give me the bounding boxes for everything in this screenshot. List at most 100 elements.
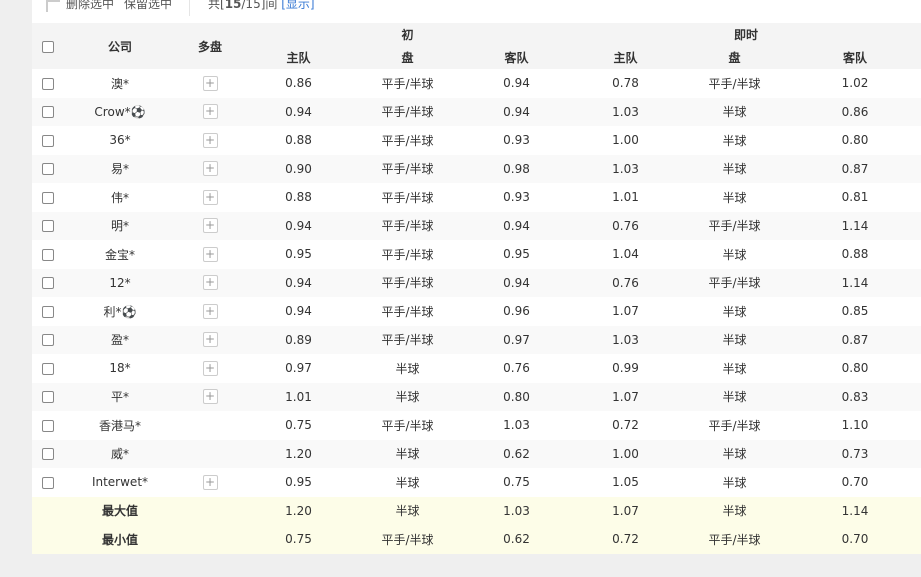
row-checkbox[interactable] [42,220,54,233]
table-row: 澳* +0.86 平手/半球 0.94 0.78 平手/半球 1.02 [32,69,921,98]
toolbar: 删除选中 保留选中 共[15/15]间 [显示] [32,0,921,23]
count-shown: 15 [224,0,242,11]
multi-cell [176,440,244,469]
company-name: 伟* [110,190,129,205]
row-checkbox[interactable] [42,305,54,318]
company-name: 金宝* [104,247,135,262]
table-row: 盈* +0.89 平手/半球 0.97 1.03 半球 0.87 [32,325,921,354]
live-away: 0.86 [841,104,869,119]
expand-plus-icon[interactable]: + [202,218,218,234]
row-checkbox[interactable] [42,419,54,432]
row-checkbox[interactable] [42,163,54,176]
company-name: 平* [110,390,129,405]
row-select-cell [32,98,64,127]
row-checkbox[interactable] [42,448,54,461]
initial-line: 平手/半球 [381,418,434,433]
row-checkbox[interactable] [42,77,54,90]
company-name: 澳* [110,76,129,91]
row-checkbox[interactable] [42,334,54,347]
show-link[interactable]: [显示] [281,0,315,11]
initial-line: 平手/半球 [381,276,434,291]
initial-line: 平手/半球 [381,247,434,262]
row-checkbox[interactable] [42,277,54,290]
live-line: 半球 [722,190,747,205]
header-live-line: 盘 [728,51,741,65]
select-all-checkbox[interactable] [42,40,54,53]
summary-row: 最大值 1.20 半球 1.03 1.07 半球 1.14 [32,496,921,526]
table-row: 明* +0.94 平手/半球 0.94 0.76 平手/半球 1.14 [32,211,921,240]
row-checkbox[interactable] [42,106,54,119]
header-live-home: 主队 [613,51,638,65]
empty-cell [32,497,64,526]
live-away: 0.88 [841,247,869,262]
row-checkbox[interactable] [42,191,54,204]
table-row: 12* +0.94 平手/半球 0.94 0.76 平手/半球 1.14 [32,268,921,298]
row-checkbox[interactable] [42,362,54,375]
initial-away: 0.94 [503,104,530,119]
delete-selected-button[interactable]: 删除选中 [66,0,115,11]
odds-panel: 删除选中 保留选中 共[15/15]间 [显示] 公司 多盘 初 即时 主队 盘… [32,0,921,554]
company-name: 12* [109,275,131,290]
row-select-cell [32,69,64,98]
initial-away: 0.80 [503,389,530,404]
live-home: 0.76 [612,218,639,233]
initial-away: 0.94 [503,275,530,290]
multi-cell: + [176,269,244,298]
live-line: 平手/半球 [708,418,761,433]
initial-line: 平手/半球 [381,105,434,120]
multi-cell: + [176,155,244,184]
initial-home: 0.86 [285,76,312,91]
empty-cell [176,525,244,554]
multi-cell: + [176,468,244,497]
expand-plus-icon[interactable]: + [202,161,218,177]
live-home: 1.03 [612,332,639,347]
multi-cell: + [176,354,244,383]
expand-plus-icon[interactable]: + [202,389,218,405]
live-line: 半球 [722,162,747,177]
multi-cell: + [176,98,244,127]
row-checkbox[interactable] [42,134,54,147]
expand-plus-icon[interactable]: + [202,360,218,376]
initial-home: 0.94 [285,104,312,119]
initial-home: 1.20 [285,446,312,461]
row-checkbox[interactable] [42,391,54,404]
live-away: 0.83 [841,389,869,404]
expand-plus-icon[interactable]: + [202,246,218,262]
live-home: 1.03 [612,104,639,119]
expand-plus-icon[interactable]: + [202,75,218,91]
initial-line: 平手/半球 [381,133,434,148]
expand-plus-icon[interactable]: + [202,275,218,291]
expand-plus-icon[interactable]: + [202,132,218,148]
expand-plus-icon[interactable]: + [202,332,218,348]
live-away: 1.02 [841,76,869,91]
initial-home: 0.89 [285,332,312,347]
row-select-cell [32,126,64,155]
row-checkbox[interactable] [42,248,54,261]
company-name: 易* [110,162,129,177]
multi-cell: + [176,126,244,155]
live-away: 0.70 [841,532,869,547]
initial-home: 0.90 [285,161,312,176]
header-initial-home: 主队 [286,51,311,65]
multi-cell [176,411,244,440]
company-name: 18* [109,361,131,376]
keep-selected-button[interactable]: 保留选中 [124,0,173,11]
live-home: 1.07 [612,304,639,319]
initial-home: 0.75 [285,418,312,433]
row-checkbox[interactable] [42,476,54,489]
expand-plus-icon[interactable]: + [202,189,218,205]
initial-away: 1.03 [503,418,530,433]
initial-away: 0.62 [503,446,530,461]
count-prefix: 共[ [208,0,225,11]
live-line: 半球 [722,447,747,462]
live-away: 0.80 [841,361,869,376]
live-line: 半球 [722,247,747,262]
row-select-cell [32,183,64,212]
initial-home: 0.95 [285,247,312,262]
table-row: 金宝* +0.95 平手/半球 0.95 1.04 半球 0.88 [32,240,921,269]
expand-plus-icon[interactable]: + [202,104,218,120]
expand-plus-icon[interactable]: + [202,303,218,319]
live-line: 平手/半球 [708,532,761,547]
initial-home: 0.94 [285,304,312,319]
expand-plus-icon[interactable]: + [202,474,218,490]
